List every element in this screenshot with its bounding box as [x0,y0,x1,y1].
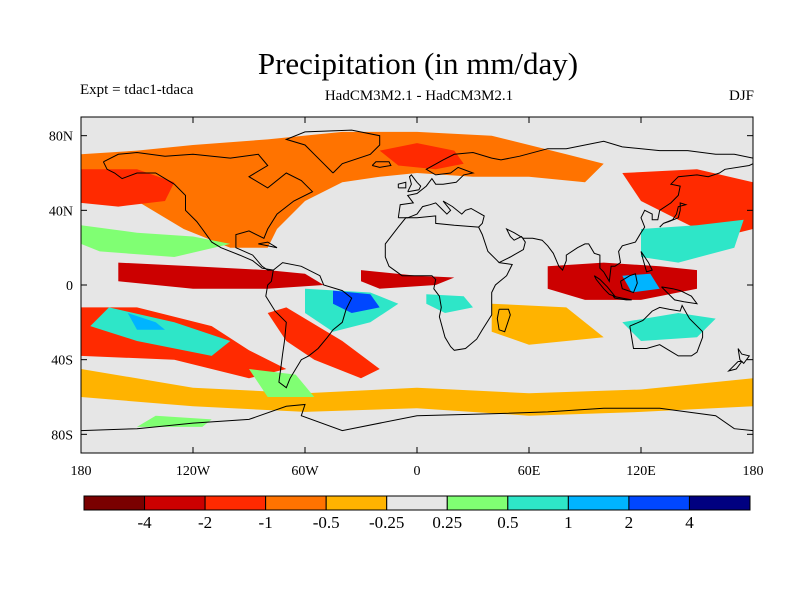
colorbar-label-2: -1 [259,513,273,532]
colorbar-swatch-8 [567,495,630,511]
y-tick-label-3: 40S [51,354,73,369]
coastline-8 [407,174,422,193]
coastline-9 [397,181,407,189]
precip-region-10 [491,303,604,345]
x-tick-label-4: 60E [518,464,541,479]
x-tick-label-3: 0 [414,464,421,479]
coastline-0 [103,151,314,271]
x-tick-label-2: 60W [291,464,319,479]
coastline-15 [620,273,638,294]
coastline-17 [737,348,751,365]
coastline-13 [593,275,617,298]
colorbar-label-1: -2 [198,513,212,532]
precip-region-12 [90,307,231,356]
coastline-19 [496,308,511,333]
coastline-4 [398,200,485,228]
y-tick-label-4: 80S [51,428,73,443]
coastline-6 [498,163,753,283]
precip-region-8 [622,169,753,239]
precip-region-7 [547,262,697,300]
colorbar-swatch-2 [204,495,267,511]
coastline-12 [659,202,688,228]
precip-region-20 [249,369,315,397]
coastlines [81,129,753,432]
precip-region-19 [622,273,660,293]
precip-region-21 [137,415,212,427]
coastline-3 [397,140,753,218]
latitude-axis: 80N 40N 0 40S 80S [49,130,753,443]
coastline-18 [727,361,743,372]
colorbar-label-3: -0.5 [313,513,340,532]
precip-region-16 [426,294,473,313]
precipitation-field [81,131,753,427]
coastline-10 [284,129,381,174]
experiment-label: Expt = tdac1-tdaca [80,82,194,98]
precip-region-18 [641,219,744,263]
precip-region-17 [622,313,716,341]
x-tick-label-5: 120E [626,464,656,479]
coastline-5 [384,215,513,351]
colorbar-swatch-10 [688,495,751,511]
model-label: HadCM3M2.1 - HadCM3M2.1 [324,88,514,104]
x-tick-label-1: 120W [176,464,211,479]
colorbar-swatch-5 [386,495,448,511]
colorbar-swatch-0 [83,495,146,511]
precip-region-13 [127,313,165,330]
coastline-7 [629,304,704,357]
colorbar-label-9: 4 [685,513,694,532]
y-tick-label-1: 40N [49,204,73,219]
precip-region-5 [118,262,324,289]
colorbar-label-4: -0.25 [369,513,404,532]
precip-region-11 [81,225,231,257]
y-tick-label-2: 0 [66,279,73,294]
coastline-21 [640,251,653,273]
coastline-1 [102,161,274,271]
colorbar-swatch-6 [446,495,509,511]
colorbar-label-5: 0.25 [432,513,462,532]
precip-region-15 [333,290,380,313]
precip-region-1 [81,169,175,207]
coastline-11 [371,161,392,168]
season-label: DJF [728,88,754,104]
coastline-2 [265,262,353,389]
colorbar-swatch-3 [265,495,327,511]
coastline-14 [612,295,632,301]
colorbar-label-7: 1 [564,513,573,532]
colorbar-swatch-4 [325,495,388,511]
coastline-20 [258,241,278,249]
colorbar-swatch-9 [628,495,690,511]
precip-region-0 [81,131,604,248]
colorbar: -4 -2 -1 -0.5 -0.25 0.25 0.5 1 2 4 [83,495,751,532]
colorbar-label-8: 2 [625,513,634,532]
colorbar-swatch-7 [507,495,569,511]
precip-region-2 [379,143,464,170]
colorbar-swatch-1 [144,495,206,511]
x-tick-label-6: 180 [743,464,764,479]
y-tick-label-0: 80N [49,130,73,145]
precip-region-6 [361,270,455,289]
x-tick-label-0: 180 [71,464,92,479]
coastline-16 [661,286,699,305]
coastline-22 [81,403,753,432]
colorbar-label-0: -4 [137,513,152,532]
longitude-axis: 180 120W 60W 0 60E 120E 180 [71,117,764,479]
precip-region-9 [81,369,753,416]
map-title: Precipitation (in mm/day) [257,46,579,81]
colorbar-label-6: 0.5 [497,513,518,532]
precip-region-4 [267,307,380,379]
